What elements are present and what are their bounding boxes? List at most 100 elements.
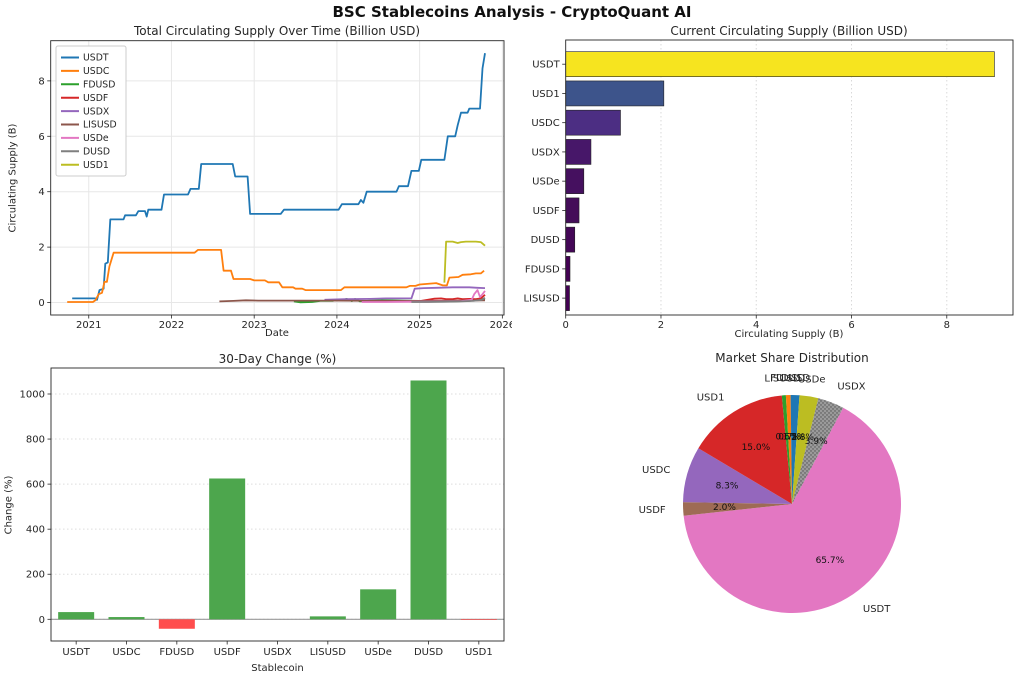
pie-pct-label-USD1: 15.0%	[742, 443, 771, 453]
tick-label: 1000	[20, 390, 45, 401]
pie-slices	[683, 395, 901, 613]
bar-USDF	[565, 197, 580, 224]
bar-label-DUSD: DUSD	[414, 647, 443, 658]
bar-label-USD1: USD1	[532, 89, 560, 100]
tick-label: 2024	[324, 320, 349, 331]
pie-name-label-USDT: USDT	[863, 604, 891, 615]
legend-label-USDe: USDe	[83, 133, 109, 144]
legend-label-FDUSD: FDUSD	[83, 80, 115, 91]
bar-label-FDUSD: FDUSD	[159, 647, 194, 658]
legend-label-USDC: USDC	[83, 66, 109, 77]
pie-pct-label-USDF: 2.0%	[713, 503, 736, 513]
pie-pct-label-FDUSD: 0.7%	[778, 432, 801, 442]
bar-label-DUSD: DUSD	[531, 235, 560, 246]
bar-label-LISUSD: LISUSD	[310, 647, 347, 658]
pie-pct-label-LISUSD: 0.6%	[775, 433, 798, 443]
pie-chart-title: Market Share Distribution	[715, 351, 869, 365]
bar-label-FDUSD: FDUSD	[525, 264, 560, 275]
bar-DUSD	[565, 226, 576, 253]
legend-label-USDF: USDF	[83, 93, 108, 104]
tick-label: 4	[38, 187, 44, 198]
tick-label: 0	[563, 320, 569, 331]
pie-slice-FDUSD	[785, 395, 792, 504]
bar-LISUSD	[565, 285, 570, 311]
line-chart-title: Total Circulating Supply Over Time (Bill…	[133, 24, 421, 38]
pie-slice-hatch-USDX	[792, 398, 844, 504]
pie-slice-DUSD	[790, 395, 800, 504]
hbar-chart-svg: USDTUSD1USDCUSDXUSDeUSDFDUSDFDUSDLISUSD0…	[523, 39, 1014, 331]
tick-label: 8	[38, 76, 44, 87]
hbar-chart-title: Current Circulating Supply (Billion USD)	[670, 24, 908, 38]
bar-USD1	[460, 619, 497, 620]
tick-label: 800	[26, 435, 45, 446]
pie-pct-label-USDe: 2.8%	[791, 433, 814, 443]
bar-label-USDT: USDT	[532, 60, 560, 71]
bar-label-USDT: USDT	[62, 647, 90, 658]
pie-name-label-FDUSD: FDUSD	[770, 373, 805, 384]
line-ticks: 2021 2022 2023 2024 2025 2026 0 2 4 6 8	[38, 76, 512, 331]
hbar-chart-xlabel: Circulating Supply (B)	[734, 329, 844, 340]
series-line-USD1	[443, 240, 486, 283]
legend-label-USDX: USDX	[83, 106, 110, 117]
bar-label-USDC: USDC	[112, 647, 140, 658]
bar-DUSD	[410, 380, 447, 620]
bar-USDX	[565, 139, 592, 165]
pie-name-label-USD1: USD1	[697, 393, 725, 404]
bar-LISUSD	[309, 616, 346, 620]
tick-label: 600	[26, 480, 45, 491]
tick-label: 2022	[159, 320, 184, 331]
tick-label: 6	[848, 320, 854, 331]
pie-name-label-USDX: USDX	[837, 381, 865, 392]
legend-label-USDT: USDT	[83, 53, 109, 64]
pie-pct-label-DUSD: 1.3%	[782, 432, 805, 442]
pie-slice-USD1	[698, 395, 792, 504]
series-line-USDT	[72, 53, 486, 301]
series-line-DUSD	[411, 297, 486, 303]
bar-USDF	[209, 478, 246, 620]
tick-label: 2	[38, 243, 44, 254]
tick-label: 0	[38, 298, 44, 309]
tick-label: 2023	[241, 320, 266, 331]
pie-slice-LISUSD	[781, 395, 792, 504]
bar-USDe	[565, 168, 585, 194]
pie-name-label-USDe: USDe	[798, 375, 826, 386]
tick-label: 0	[39, 615, 45, 626]
pie-name-label-USDC: USDC	[642, 465, 670, 476]
hbar-ticks: 0 2 4 6 8	[563, 315, 950, 331]
series-line-USDX	[324, 286, 486, 301]
bar-label-USDC: USDC	[531, 118, 559, 129]
bar-USDT	[58, 612, 95, 620]
pie-slice-USDe	[792, 395, 819, 504]
pie-pct-label-USDX: 3.9%	[805, 437, 828, 447]
vbar-chart-svg: USDT USDC FDUSD USDF USDX LISUSD USDe DUSD USD1 0…	[20, 367, 505, 658]
axes-frame	[565, 39, 1014, 316]
pie-chart-svg: USDT 65.7% USDF 2.0% USDC 8.3% USD1 15.0% LISUSD…	[639, 373, 901, 615]
vbar-chart-xlabel: Stablecoin	[251, 663, 304, 674]
vbar-chart-title: 30-Day Change (%)	[218, 352, 337, 366]
tick-label: 2025	[407, 320, 432, 331]
series-line-USDF	[409, 294, 486, 303]
vbar-bars: USDT USDC FDUSD USDF USDX LISUSD USDe DUSD USD1	[58, 380, 497, 658]
line-grid	[50, 40, 504, 315]
bar-USDC	[108, 617, 145, 620]
tick-label: 2026	[490, 320, 512, 331]
line-chart-xlabel: Date	[265, 328, 289, 339]
tick-label: 400	[26, 525, 45, 536]
vbar-ticks: 0 200 400 600 800 1000	[20, 390, 51, 626]
bar-label-USDF: USDF	[214, 647, 241, 658]
bar-label-USDX: USDX	[531, 147, 559, 158]
line-series	[67, 53, 486, 304]
legend: USDT USDC FDUSD USDF USDX LISUSD USDe DUSD USD1	[55, 45, 127, 177]
series-line-USDC	[67, 248, 485, 303]
legend-label-LISUSD: LISUSD	[83, 120, 117, 131]
bar-USDe	[360, 589, 397, 620]
bar-label-USDe: USDe	[532, 177, 560, 188]
pie-name-label-DUSD: DUSD	[781, 373, 810, 384]
bar-FDUSD	[565, 256, 571, 282]
pie-name-label-USDF: USDF	[639, 505, 666, 516]
bar-label-USDF: USDF	[533, 206, 560, 217]
bar-USDT	[565, 51, 995, 78]
pie-pct-label-USDT: 65.7%	[816, 556, 845, 566]
line-chart-svg: 2021 2022 2023 2024 2025 2026 0 2 4 6 8 USDT USDC FDU…	[38, 40, 512, 331]
